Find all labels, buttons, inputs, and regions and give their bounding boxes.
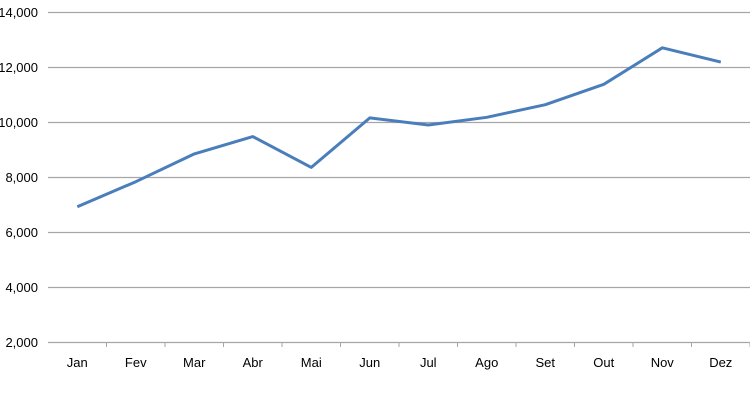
y-tick-label: 14,000 (0, 5, 38, 20)
x-tick-label: Mai (301, 355, 322, 370)
x-tick-label: Ago (475, 355, 498, 370)
x-tick-label: Out (593, 355, 614, 370)
y-tick-label: 10,000 (0, 115, 38, 130)
x-tick-label: Dez (709, 355, 732, 370)
x-tick-label: Fev (125, 355, 147, 370)
x-tick-label: Jul (420, 355, 437, 370)
y-tick-label: 4,000 (5, 280, 38, 295)
gridlines (48, 13, 750, 348)
x-tick-label: Nov (651, 355, 675, 370)
x-tick-label: Abr (243, 355, 264, 370)
x-tick-label: Jun (359, 355, 380, 370)
series (77, 48, 721, 207)
y-tick-label: 2,000 (5, 335, 38, 350)
x-tick-label: Mar (183, 355, 206, 370)
y-tick-label: 8,000 (5, 170, 38, 185)
y-tick-label: 12,000 (0, 60, 38, 75)
y-axis-tick-labels: 2,000 4,000 6,000 8,000 10,000 12,000 14,000 (0, 5, 38, 350)
y-tick-label: 6,000 (5, 225, 38, 240)
series-line (77, 48, 721, 207)
x-tick-label: Jan (67, 355, 88, 370)
x-axis-tick-labels: Jan Fev Mar Abr Mai Jun Jul Ago Set Out Nov Dez (67, 355, 733, 370)
x-tick-label: Set (535, 355, 555, 370)
